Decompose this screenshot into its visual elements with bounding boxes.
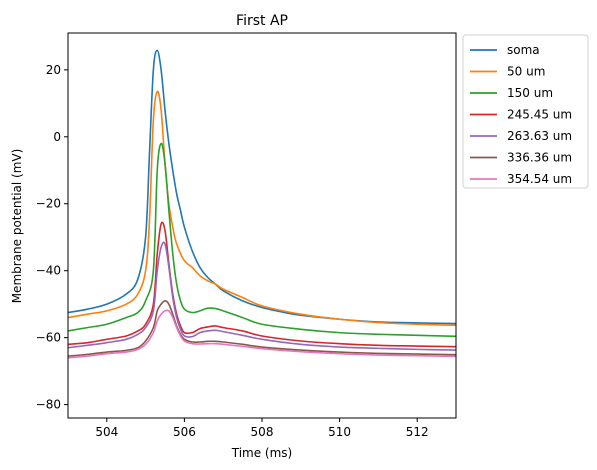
chart-title: First AP xyxy=(236,13,288,29)
y-tick-label-1: −60 xyxy=(36,331,61,345)
x-tick-label-1: 506 xyxy=(173,425,196,439)
series-line-2 xyxy=(68,142,456,338)
x-tick-label-3: 510 xyxy=(328,425,351,439)
legend-label-3: 245.45 um xyxy=(507,108,572,122)
y-tick-label-5: 20 xyxy=(46,63,61,77)
y-tick-label-3: −20 xyxy=(36,197,61,211)
y-axis-title: Membrane potential (mV) xyxy=(10,149,24,304)
x-tick-label-2: 508 xyxy=(251,425,274,439)
x-tick-label-0: 504 xyxy=(95,425,118,439)
legend-label-0: soma xyxy=(507,43,540,57)
series-line-1 xyxy=(68,90,456,327)
legend-items: soma 50 um 150 um 245.45 um 263.63 um 336.36 … xyxy=(470,43,572,186)
y-tick-label-2: −40 xyxy=(36,264,61,278)
legend-label-2: 150 um xyxy=(507,86,553,100)
legend: soma 50 um 150 um 245.45 um 263.63 um 336.36 … xyxy=(462,34,589,189)
series-line-4 xyxy=(68,241,456,351)
legend-label-1: 50 um xyxy=(507,65,545,79)
x-tick-label-4: 512 xyxy=(406,425,429,439)
series-line-0 xyxy=(68,49,456,325)
x-axis-title: Time (ms) xyxy=(231,446,293,460)
y-tick-label-4: 0 xyxy=(53,130,61,144)
series-line-3 xyxy=(68,221,456,348)
legend-label-5: 336.36 um xyxy=(507,151,572,165)
series-line-6 xyxy=(68,309,456,359)
plot-frame xyxy=(67,32,457,419)
series-line-5 xyxy=(68,300,456,357)
legend-label-4: 263.63 um xyxy=(507,129,572,143)
y-axis: −80 −60 −40 −20 0 20 xyxy=(36,63,68,412)
x-axis: 504 506 508 510 512 xyxy=(95,418,429,439)
legend-box xyxy=(462,34,589,189)
legend-label-6: 354.54 um xyxy=(507,172,572,186)
plot-series xyxy=(68,49,456,359)
y-tick-label-0: −80 xyxy=(36,398,61,412)
